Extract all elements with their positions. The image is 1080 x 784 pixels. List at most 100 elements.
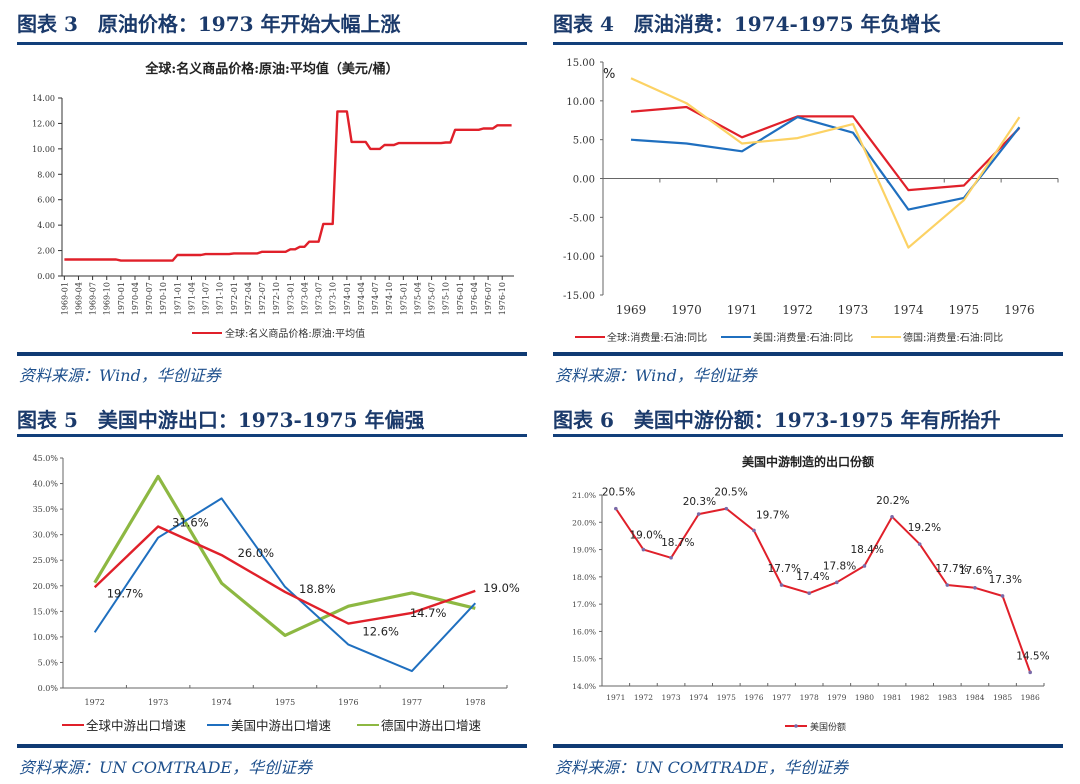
x-tick-label: 1976-10 [498,282,507,315]
data-label: 19.0% [629,530,662,542]
figure-6-title-rule [553,434,1063,437]
legend-label: 全球中游出口增速 [86,718,187,733]
x-tick-label: 1983 [938,693,957,702]
y-tick-label: 17.0% [572,600,596,609]
data-point [752,528,756,533]
figure-3-panel: 图表 3 原油价格：1973 年开始大幅上涨 全球:名义商品价格:原油:平均值（… [17,6,527,386]
x-tick-label: 1976 [338,698,358,707]
y-tick-label: 2.00 [37,247,55,256]
data-label: 17.3% [989,574,1022,586]
legend-label: 全球:消费量:石油:同比 [607,331,707,344]
y-tick-label: 15.00 [566,58,595,69]
series-line-1 [93,497,477,673]
data-label: 31.6% [172,515,209,529]
figure-5-title-rule [17,434,527,437]
legend-marker [794,724,798,728]
x-tick-label: 1972-07 [258,282,267,315]
x-tick-label: 1973 [838,303,869,317]
x-tick-label: 1975-07 [428,282,437,315]
y-tick-label: 20.0% [572,518,596,527]
y-tick-label: 20.0% [33,582,59,591]
x-tick-label: 1971-01 [173,282,182,315]
figure-3-bottom-rule [17,352,527,356]
x-tick-label: 1973 [662,693,681,702]
x-tick-label: 1972-01 [230,282,239,315]
x-tick-label: 1971 [727,303,758,317]
x-tick-label: 1975 [717,693,736,702]
data-point [669,555,673,560]
x-tick-label: 1971-10 [216,282,225,315]
figure-4-title-rule [553,42,1063,45]
x-tick-label: 1975-01 [399,282,408,315]
x-tick-label: 1974 [893,303,924,317]
y-tick-label: 15.0% [33,607,59,616]
series-line-1 [630,115,1021,211]
y-tick-label: 10.0% [33,633,59,642]
x-tick-label: 1970 [671,303,702,317]
data-label: 17.7% [768,563,801,575]
data-point [641,547,646,552]
x-tick-label: 1974-04 [357,282,366,315]
data-point [779,583,784,587]
y-tick-label: 5.00 [573,136,595,147]
x-tick-label: 1970-04 [131,282,140,315]
data-label: 19.2% [908,522,941,534]
data-point [696,512,701,516]
data-label: 18.7% [661,537,694,549]
x-tick-label: 1970-10 [159,282,168,315]
x-tick-label: 1975-10 [442,282,451,315]
series-line-2 [630,77,1021,249]
y-tick-label: 40.0% [33,480,59,489]
legend-label: 全球:名义商品价格:原油:平均值 [225,327,365,340]
y-tick-label: 19.0% [572,546,596,555]
data-label: 20.3% [683,496,716,508]
x-tick-label: 1972 [85,698,105,707]
series-line-0 [630,105,1021,192]
x-tick-label: 1970-07 [145,282,154,315]
y-tick-label: 16.0% [572,627,596,636]
figure-5-panel: 图表 5 美国中游出口：1973-1975 年偏强 0.0% 5.0% 10.0% 1… [17,402,527,784]
data-label: 20.5% [602,487,635,499]
x-tick-label: 1976 [744,693,763,702]
x-tick-label: 1975 [275,698,295,707]
y-tick-label: 0.00 [37,272,55,281]
data-label: 14.5% [1016,650,1049,662]
data-point [724,506,729,511]
data-label: 20.5% [714,487,747,499]
x-tick-label: 1986 [1021,693,1040,702]
data-point [917,542,922,546]
figure-6-source: 资料来源：UN COMTRADE，华创证券 [555,758,849,777]
series-line-oil-price [64,110,512,262]
x-tick-label: 1973-04 [300,282,309,315]
figure-5-title: 图表 5 美国中游出口：1973-1975 年偏强 [17,408,425,432]
x-tick-label: 1976-07 [484,282,493,315]
legend-label: 美国:消费量:石油:同比 [753,331,853,344]
x-tick-label: 1974-01 [343,282,352,315]
figure-6-panel: 图表 6 美国中游份额：1973-1975 年有所抬升 美国中游制造的出口份额 1… [553,402,1063,784]
y-tick-label: 6.00 [37,196,55,205]
figure-6-bottom-rule [553,744,1063,748]
y-tick-label: 14.0% [572,682,596,691]
x-tick-label: 1969-04 [74,282,83,315]
x-tick-label: 1972-04 [244,282,253,315]
data-point [890,515,894,519]
series-line-0 [93,525,476,625]
figure-3-title-rule [17,42,527,45]
x-tick-label: 1974 [211,698,231,707]
data-point [945,583,950,587]
data-label: 18.4% [850,544,883,556]
x-tick-label: 1977 [772,693,791,702]
data-label: 12.6% [362,625,399,639]
x-tick-label: 1984 [965,693,984,702]
chart-title: 美国中游制造的出口份额 [742,454,874,469]
x-tick-label: 1974-07 [371,282,380,315]
data-label: 19.7% [107,586,144,600]
data-label: 17.8% [823,560,856,572]
x-tick-label: 1973-10 [329,282,338,315]
y-tick-label: 5.0% [38,658,59,667]
y-tick-label: 0.0% [38,684,59,693]
y-tick-label: 0.00 [573,175,595,186]
y-tick-label: 35.0% [33,505,59,514]
x-tick-label: 1969-07 [89,282,98,315]
y-tick-label: -15.00 [563,291,595,302]
